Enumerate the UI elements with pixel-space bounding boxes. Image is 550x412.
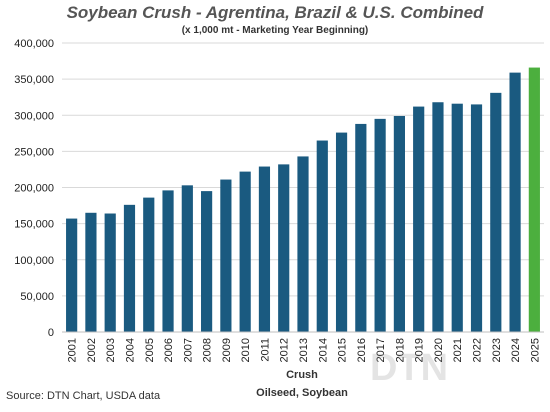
bar-2011 (258, 166, 271, 332)
bar-2015 (335, 132, 348, 332)
bar-2022 (470, 104, 483, 332)
source-note: Source: DTN Chart, USDA data (6, 390, 161, 402)
bar-2025 (528, 67, 540, 332)
x-tick-label: 2001 (67, 338, 79, 362)
bar-2014 (316, 140, 328, 332)
bar-2017 (374, 118, 386, 332)
y-tick-label: 150,000 (14, 219, 54, 231)
watermark-text: DTN (370, 347, 448, 389)
x-tick-label: 2011 (259, 338, 271, 362)
bar-2005 (143, 197, 155, 332)
bar-2019 (413, 106, 425, 332)
chart-subtitle: (x 1,000 mt - Marketing Year Beginning) (181, 25, 369, 36)
bar-2016 (355, 123, 367, 332)
x-tick-label: 2014 (317, 338, 329, 362)
dtn-watermark: DTN (370, 347, 448, 389)
bar-2020 (432, 102, 444, 333)
bar-2021 (451, 103, 463, 332)
x-tick-label: 2018 (394, 338, 406, 362)
x-tick-label: 2013 (298, 338, 310, 362)
x-tick-label: 2022 (472, 338, 484, 362)
bar-2002 (85, 212, 97, 332)
y-axis: 0 50,000 100,000 150,000 200,000 250,000 300,0… (14, 38, 54, 339)
chart-title: Soybean Crush - Agrentina, Brazil & U.S.… (66, 3, 484, 22)
x-axis-title: Crush (286, 369, 318, 381)
bar-2008 (201, 191, 213, 332)
x-tick-label: 2021 (452, 338, 464, 362)
x-tick-label: 2010 (240, 338, 252, 362)
y-tick-label: 400,000 (14, 38, 54, 50)
bars (66, 67, 540, 333)
x-tick-label: 2015 (337, 338, 349, 362)
x-tick-label: 2003 (105, 338, 117, 362)
x-tick-label: 2024 (510, 338, 522, 362)
x-tick-label: 2016 (356, 338, 368, 362)
x-tick-label: 2007 (182, 338, 194, 362)
x-tick-label: 2002 (86, 338, 98, 362)
bar-2009 (220, 179, 232, 332)
y-tick-label: 350,000 (14, 74, 54, 86)
bar-2024 (509, 72, 521, 332)
y-tick-label: 200,000 (14, 183, 54, 195)
bar-2010 (239, 171, 251, 332)
x-axis: 2001 2002 2003 2004 2005 2006 2007 2008 2009 2010… (62, 331, 544, 362)
y-tick-label: 100,000 (14, 255, 54, 267)
x-tick-label: 2005 (144, 338, 156, 362)
x-tick-label: 2008 (202, 338, 214, 362)
x-tick-label: 2017 (375, 338, 387, 362)
y-tick-label: 50,000 (20, 291, 54, 303)
y-tick-label: 300,000 (14, 110, 54, 122)
bar-2013 (297, 156, 309, 332)
x-tick-label: 2012 (279, 338, 291, 362)
bar-2018 (393, 115, 405, 332)
bar-2023 (490, 92, 502, 332)
x-tick-label: 2006 (163, 338, 175, 362)
x-tick-label: 2025 (529, 338, 541, 362)
x-tick-label: 2023 (491, 338, 503, 362)
bar-2004 (123, 204, 136, 332)
y-tick-label: 250,000 (14, 146, 54, 158)
bar-2007 (181, 185, 193, 332)
x-tick-label: 2019 (414, 338, 426, 362)
bar-2012 (278, 164, 290, 332)
y-tick-label: 0 (48, 327, 54, 339)
x-tick-label: 2009 (221, 338, 233, 362)
bar-2001 (66, 218, 78, 332)
x-axis-subtitle: Oilseed, Soybean (256, 387, 348, 399)
x-tick-label: 2020 (433, 338, 445, 362)
bar-2006 (162, 190, 174, 332)
x-tick-label: 2004 (124, 338, 136, 362)
bar-2003 (104, 213, 116, 332)
